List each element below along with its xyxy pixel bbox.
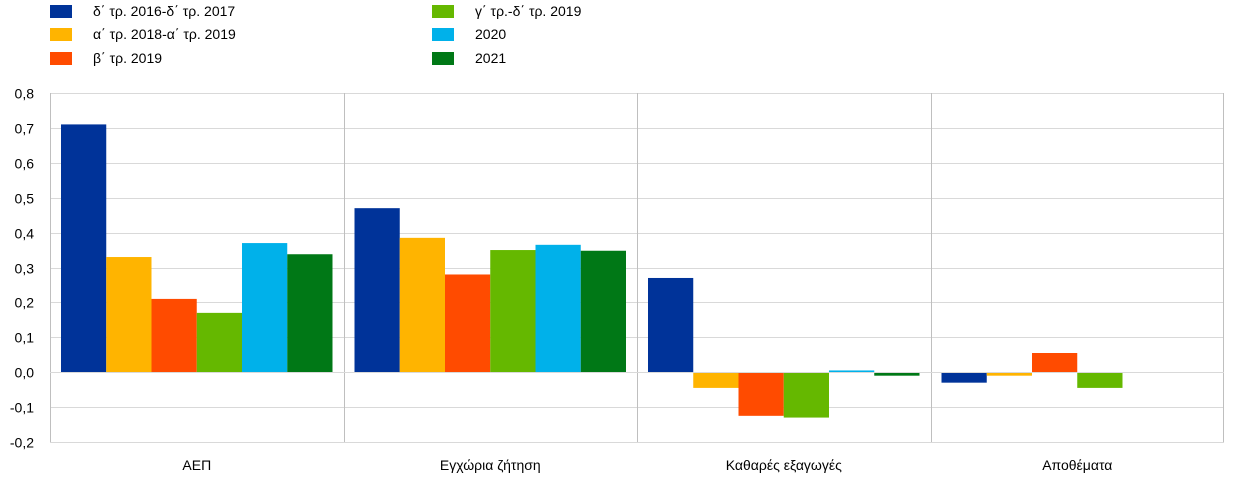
bar: [941, 372, 987, 383]
bar: [738, 372, 784, 416]
legend-label: 2020: [475, 26, 506, 42]
y-tick-label: -0,2: [10, 435, 34, 451]
bar: [287, 254, 333, 373]
bar: [399, 237, 445, 373]
y-tick-label: -0,1: [10, 400, 34, 416]
axes: -0,2 -0,1 0,0 0,1 0,2 0,3 0,4 0,5 0,6 0,7 0,8 ΑΕΠ Εγ…: [10, 86, 1224, 473]
legend-swatch: [432, 28, 454, 41]
bar: [1077, 372, 1123, 388]
bar: [490, 250, 536, 373]
y-tick-label: 0,1: [15, 330, 35, 346]
y-tick-label: 0,0: [15, 365, 35, 381]
y-tick-label: 0,4: [15, 226, 35, 242]
bar: [1032, 353, 1078, 373]
x-category-label: Αποθέματα: [1042, 457, 1112, 473]
legend-label: δ΄ τρ. 2016-δ΄ τρ. 2017: [93, 3, 235, 19]
y-tick-label: 0,6: [15, 156, 35, 172]
bar: [648, 277, 694, 373]
x-category-label: Εγχώρια ζήτηση: [440, 457, 541, 473]
y-tick-label: 0,5: [15, 191, 35, 207]
legend-swatch: [432, 52, 454, 65]
bars: [61, 124, 1123, 418]
bar: [445, 274, 491, 373]
bar: [693, 372, 739, 388]
y-tick-label: 0,3: [15, 261, 35, 277]
bar: [242, 243, 288, 373]
bar: [986, 372, 1032, 376]
y-tick-label: 0,8: [15, 86, 35, 102]
legend-label: α΄ τρ. 2018-α΄ τρ. 2019: [93, 26, 236, 42]
x-category-label: ΑΕΠ: [182, 457, 211, 473]
bar: [535, 244, 581, 373]
bar: [354, 208, 400, 373]
legend-swatch: [50, 28, 72, 41]
y-tick-label: 0,2: [15, 295, 35, 311]
bar: [874, 372, 920, 376]
bar: [829, 370, 875, 373]
bar: [580, 250, 626, 373]
x-category-label: Καθαρές εξαγωγές: [726, 457, 842, 473]
legend-swatch: [432, 5, 454, 18]
bar: [151, 298, 197, 373]
legend-swatch: [50, 5, 72, 18]
legend: δ΄ τρ. 2016-δ΄ τρ. 2017 α΄ τρ. 2018-α΄ τρ…: [50, 3, 582, 66]
y-tick-label: 0,7: [15, 121, 35, 137]
legend-label: β΄ τρ. 2019: [93, 50, 162, 66]
bar: [106, 257, 152, 373]
legend-label: γ΄ τρ.-δ΄ τρ. 2019: [475, 3, 582, 19]
legend-label: 2021: [475, 50, 506, 66]
bar: [196, 312, 242, 373]
bar: [783, 372, 829, 418]
bar: [61, 124, 107, 373]
legend-swatch: [50, 52, 72, 65]
